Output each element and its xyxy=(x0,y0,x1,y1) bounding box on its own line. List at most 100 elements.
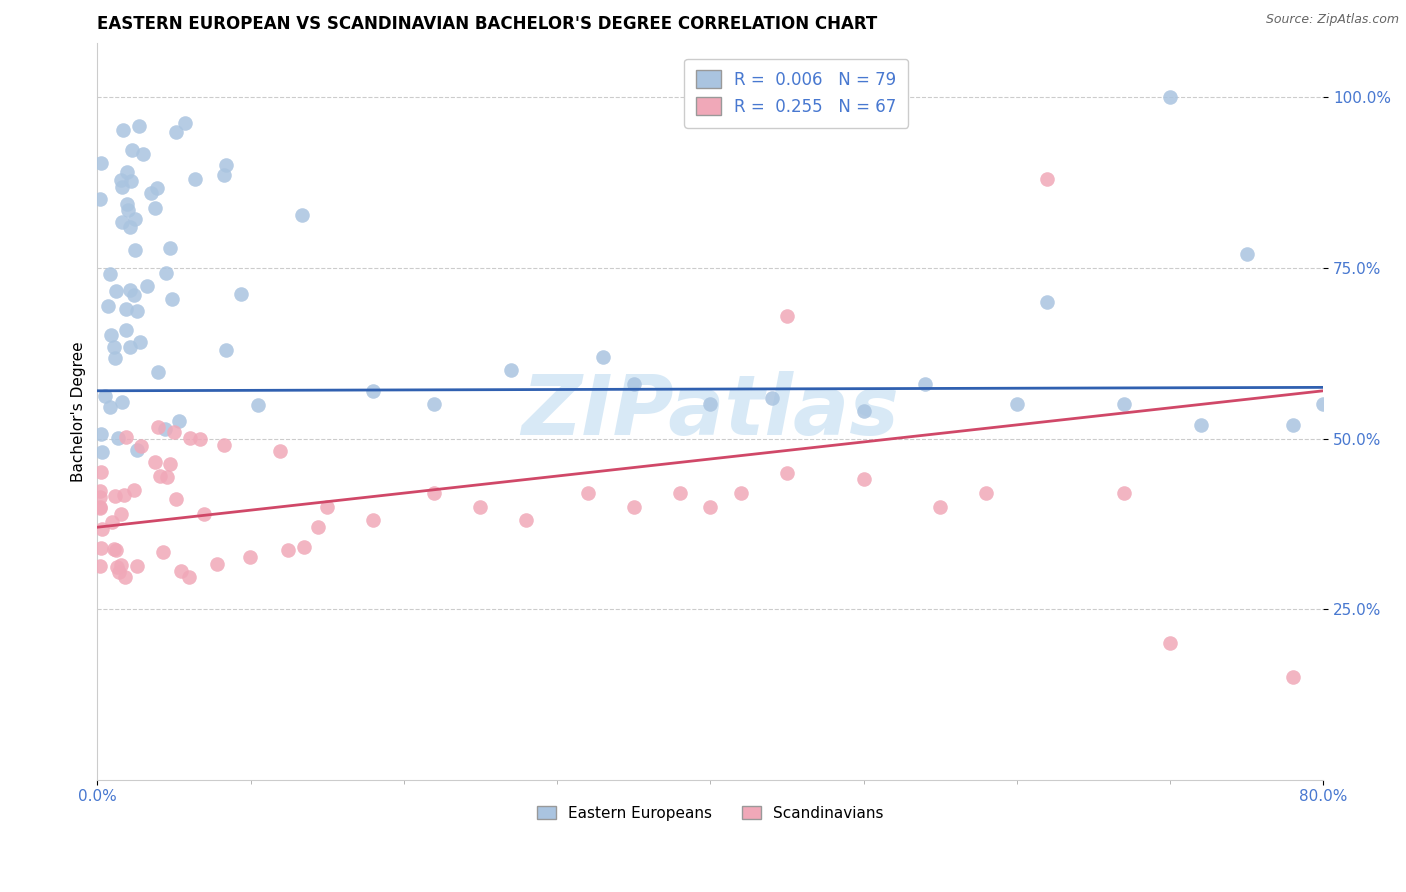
Point xyxy=(110,558,132,572)
Point xyxy=(129,334,152,349)
Point xyxy=(215,343,238,357)
Point xyxy=(98,267,121,281)
Point xyxy=(90,444,112,458)
Point xyxy=(1159,90,1181,104)
Point xyxy=(1236,247,1258,261)
Point xyxy=(94,389,117,403)
Point xyxy=(1005,397,1028,411)
Point xyxy=(117,203,139,218)
Point xyxy=(124,483,146,497)
Point xyxy=(852,90,875,104)
Point xyxy=(592,350,614,364)
Point xyxy=(89,501,111,516)
Point xyxy=(111,179,134,194)
Point xyxy=(112,488,135,502)
Point xyxy=(98,401,121,415)
Point xyxy=(179,431,201,445)
Point xyxy=(1281,670,1303,684)
Point xyxy=(112,123,135,137)
Point xyxy=(156,470,179,484)
Point xyxy=(170,564,193,578)
Point xyxy=(101,515,124,529)
Point xyxy=(89,484,111,499)
Point xyxy=(361,513,384,527)
Point xyxy=(852,404,875,418)
Point xyxy=(100,328,122,343)
Point xyxy=(160,293,183,307)
Point xyxy=(316,500,339,514)
Point xyxy=(143,455,166,469)
Point xyxy=(229,287,252,301)
Point xyxy=(699,397,721,411)
Point xyxy=(127,559,149,574)
Point xyxy=(135,279,157,293)
Point xyxy=(292,540,315,554)
Point xyxy=(124,243,146,257)
Point xyxy=(730,486,752,500)
Point xyxy=(125,442,148,457)
Point xyxy=(1281,417,1303,432)
Text: ZIPatlas: ZIPatlas xyxy=(522,371,900,451)
Point xyxy=(132,146,155,161)
Point xyxy=(761,391,783,405)
Point xyxy=(107,431,129,445)
Point xyxy=(152,544,174,558)
Point xyxy=(110,173,132,187)
Point xyxy=(423,397,446,411)
Point xyxy=(515,513,537,527)
Point xyxy=(423,486,446,500)
Point xyxy=(159,241,181,255)
Point xyxy=(90,427,112,442)
Point xyxy=(576,486,599,500)
Point xyxy=(361,384,384,398)
Text: Source: ZipAtlas.com: Source: ZipAtlas.com xyxy=(1265,13,1399,27)
Point xyxy=(277,542,299,557)
Point xyxy=(89,491,111,505)
Point xyxy=(111,215,134,229)
Point xyxy=(145,181,167,195)
Point xyxy=(776,309,799,323)
Point xyxy=(1159,636,1181,650)
Point xyxy=(883,77,905,91)
Point xyxy=(193,507,215,521)
Point xyxy=(90,541,112,556)
Point xyxy=(148,420,170,434)
Point xyxy=(90,465,112,479)
Point xyxy=(776,466,799,480)
Point xyxy=(103,340,125,354)
Point xyxy=(91,522,114,536)
Point xyxy=(105,560,128,574)
Point xyxy=(128,120,150,134)
Point xyxy=(165,125,187,139)
Point xyxy=(148,365,170,379)
Point xyxy=(159,457,181,471)
Point xyxy=(623,500,645,514)
Point xyxy=(89,192,111,206)
Legend: Eastern Europeans, Scandinavians: Eastern Europeans, Scandinavians xyxy=(531,800,890,827)
Point xyxy=(173,116,195,130)
Point xyxy=(104,284,127,298)
Point xyxy=(215,158,238,172)
Point xyxy=(118,283,141,297)
Point xyxy=(120,173,142,187)
Point xyxy=(115,196,138,211)
Point xyxy=(149,469,172,483)
Point xyxy=(90,156,112,170)
Point xyxy=(501,363,523,377)
Point xyxy=(89,559,111,574)
Point xyxy=(108,566,131,580)
Point xyxy=(89,500,111,514)
Text: EASTERN EUROPEAN VS SCANDINAVIAN BACHELOR'S DEGREE CORRELATION CHART: EASTERN EUROPEAN VS SCANDINAVIAN BACHELO… xyxy=(97,15,877,33)
Point xyxy=(699,500,721,514)
Point xyxy=(214,168,236,182)
Point xyxy=(184,172,207,186)
Point xyxy=(929,500,952,514)
Point xyxy=(111,395,134,409)
Point xyxy=(104,351,127,365)
Point xyxy=(269,444,291,458)
Point xyxy=(120,220,142,235)
Point xyxy=(104,489,127,503)
Point xyxy=(177,570,200,584)
Point xyxy=(155,266,177,280)
Point xyxy=(115,165,138,179)
